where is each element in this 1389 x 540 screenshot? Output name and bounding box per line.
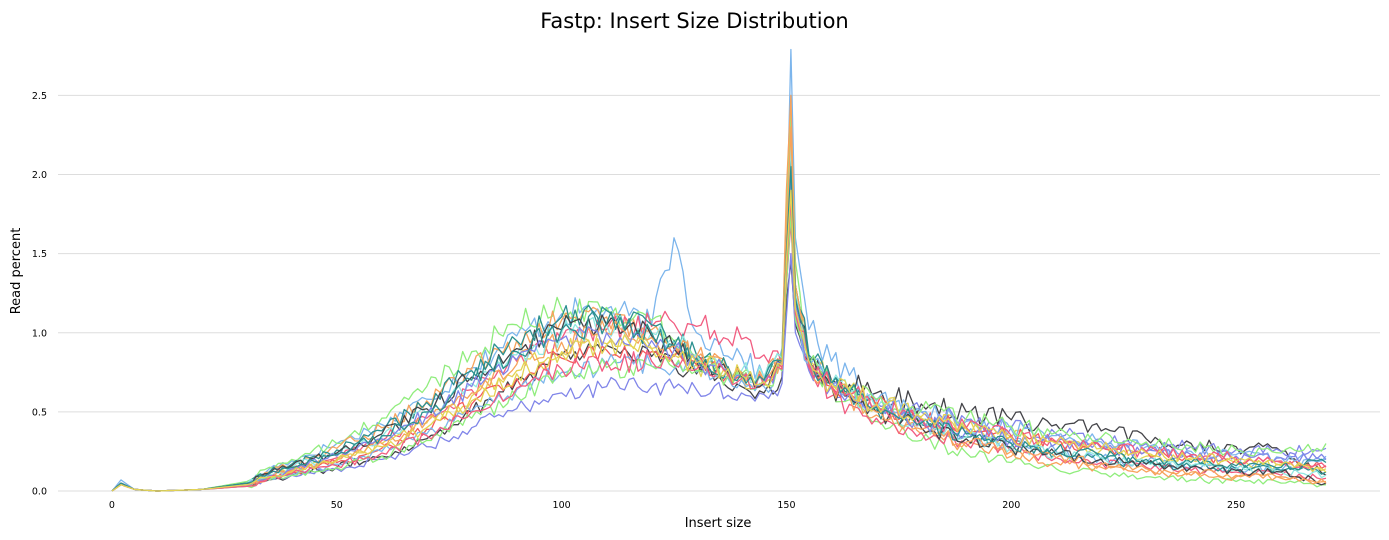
grid-lines — [58, 94, 1380, 492]
y-tick-label: 2.0 — [32, 170, 47, 181]
y-tick-label: 1.0 — [32, 328, 47, 339]
series-line — [111, 173, 1327, 492]
series-lines — [111, 48, 1327, 492]
series-line — [111, 173, 1327, 492]
series-line — [111, 252, 1327, 492]
y-tick-label: 0.0 — [32, 487, 47, 498]
y-tick-label: 1.5 — [32, 249, 47, 260]
x-tick-label: 200 — [1002, 500, 1020, 511]
series-line — [111, 48, 1327, 492]
x-tick-label: 0 — [109, 500, 115, 511]
x-tick-labels: 0 50 100 150 200 250 — [109, 500, 1245, 511]
chart-title: Fastp: Insert Size Distribution — [540, 9, 848, 33]
series-line — [111, 189, 1327, 492]
y-tick-label: 0.5 — [32, 407, 47, 418]
x-axis-label: Insert size — [685, 516, 752, 531]
series-line — [111, 213, 1327, 492]
x-tick-label: 250 — [1227, 500, 1245, 511]
series-line — [111, 181, 1327, 492]
y-axis-label: Read percent — [9, 228, 24, 315]
x-tick-label: 100 — [553, 500, 571, 511]
y-tick-labels: 0.0 0.5 1.0 1.5 2.0 2.5 — [32, 91, 47, 498]
x-tick-label: 150 — [777, 500, 795, 511]
y-tick-label: 2.5 — [32, 91, 47, 102]
x-tick-label: 50 — [331, 500, 343, 511]
